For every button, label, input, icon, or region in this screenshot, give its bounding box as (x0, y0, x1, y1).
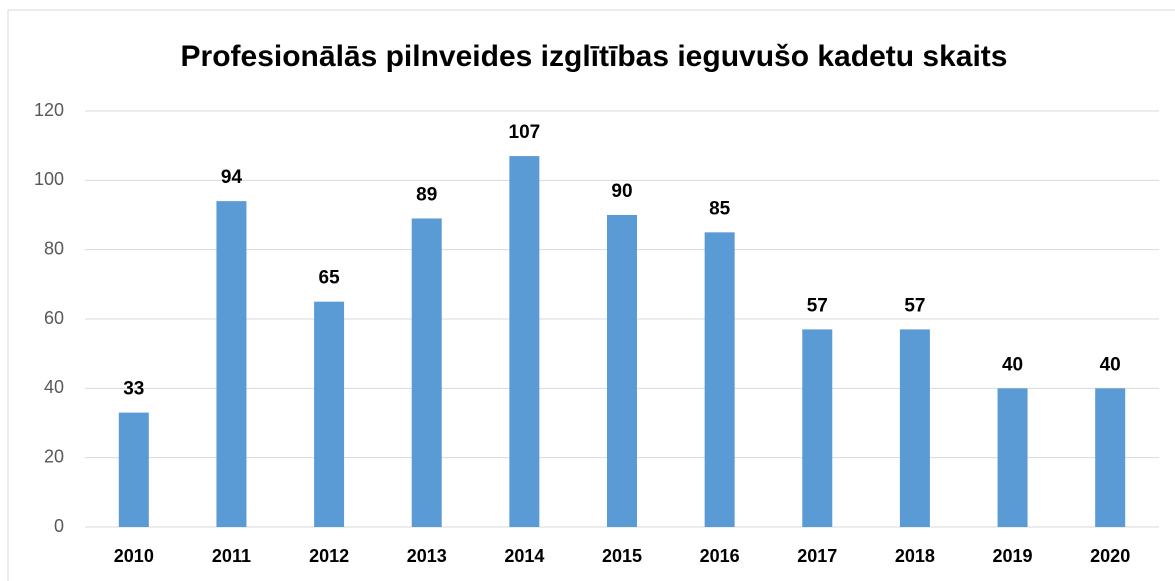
bar (997, 388, 1028, 527)
x-tick-label: 2016 (700, 546, 740, 566)
data-label: 57 (807, 295, 828, 316)
x-tick-label: 2013 (407, 546, 447, 566)
bar (216, 201, 247, 527)
x-tick-label: 2014 (504, 546, 544, 566)
chart-title: Profesionālās pilnveides izglītības iegu… (181, 40, 1008, 73)
x-tick-label: 2018 (895, 546, 935, 566)
data-label: 107 (509, 122, 541, 143)
bar (899, 329, 930, 527)
bar (411, 218, 442, 527)
x-tick-label: 2012 (309, 546, 349, 566)
bar (802, 329, 833, 527)
y-tick-label: 0 (54, 516, 64, 536)
y-tick-label: 40 (44, 377, 64, 397)
data-label: 90 (611, 181, 632, 202)
data-label: 89 (416, 184, 437, 205)
y-tick-label: 60 (44, 308, 64, 328)
bar (314, 301, 345, 527)
data-label: 65 (319, 268, 341, 289)
y-tick-label: 80 (44, 238, 64, 258)
bar (704, 232, 735, 528)
bar (607, 215, 637, 527)
x-tick-label: 2015 (602, 546, 642, 566)
data-label: 94 (221, 167, 243, 188)
chart-border (7, 9, 1175, 581)
data-label: 40 (1002, 354, 1023, 375)
y-tick-label: 20 (44, 446, 64, 466)
data-label: 33 (123, 379, 144, 400)
data-label: 57 (904, 295, 925, 316)
data-label: 40 (1100, 354, 1121, 375)
data-label: 85 (709, 198, 731, 219)
x-tick-label: 2019 (993, 546, 1033, 566)
bar (1095, 388, 1126, 527)
x-tick-label: 2017 (797, 546, 837, 566)
x-tick-label: 2010 (114, 546, 154, 566)
x-tick-label: 2020 (1090, 546, 1130, 566)
y-tick-label: 100 (34, 169, 64, 189)
y-tick-label: 120 (34, 100, 64, 120)
bar (509, 156, 540, 528)
x-tick-label: 2011 (212, 546, 251, 566)
bar (118, 412, 149, 527)
